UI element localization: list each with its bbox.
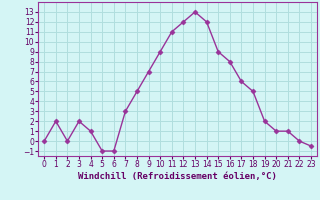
X-axis label: Windchill (Refroidissement éolien,°C): Windchill (Refroidissement éolien,°C): [78, 172, 277, 181]
